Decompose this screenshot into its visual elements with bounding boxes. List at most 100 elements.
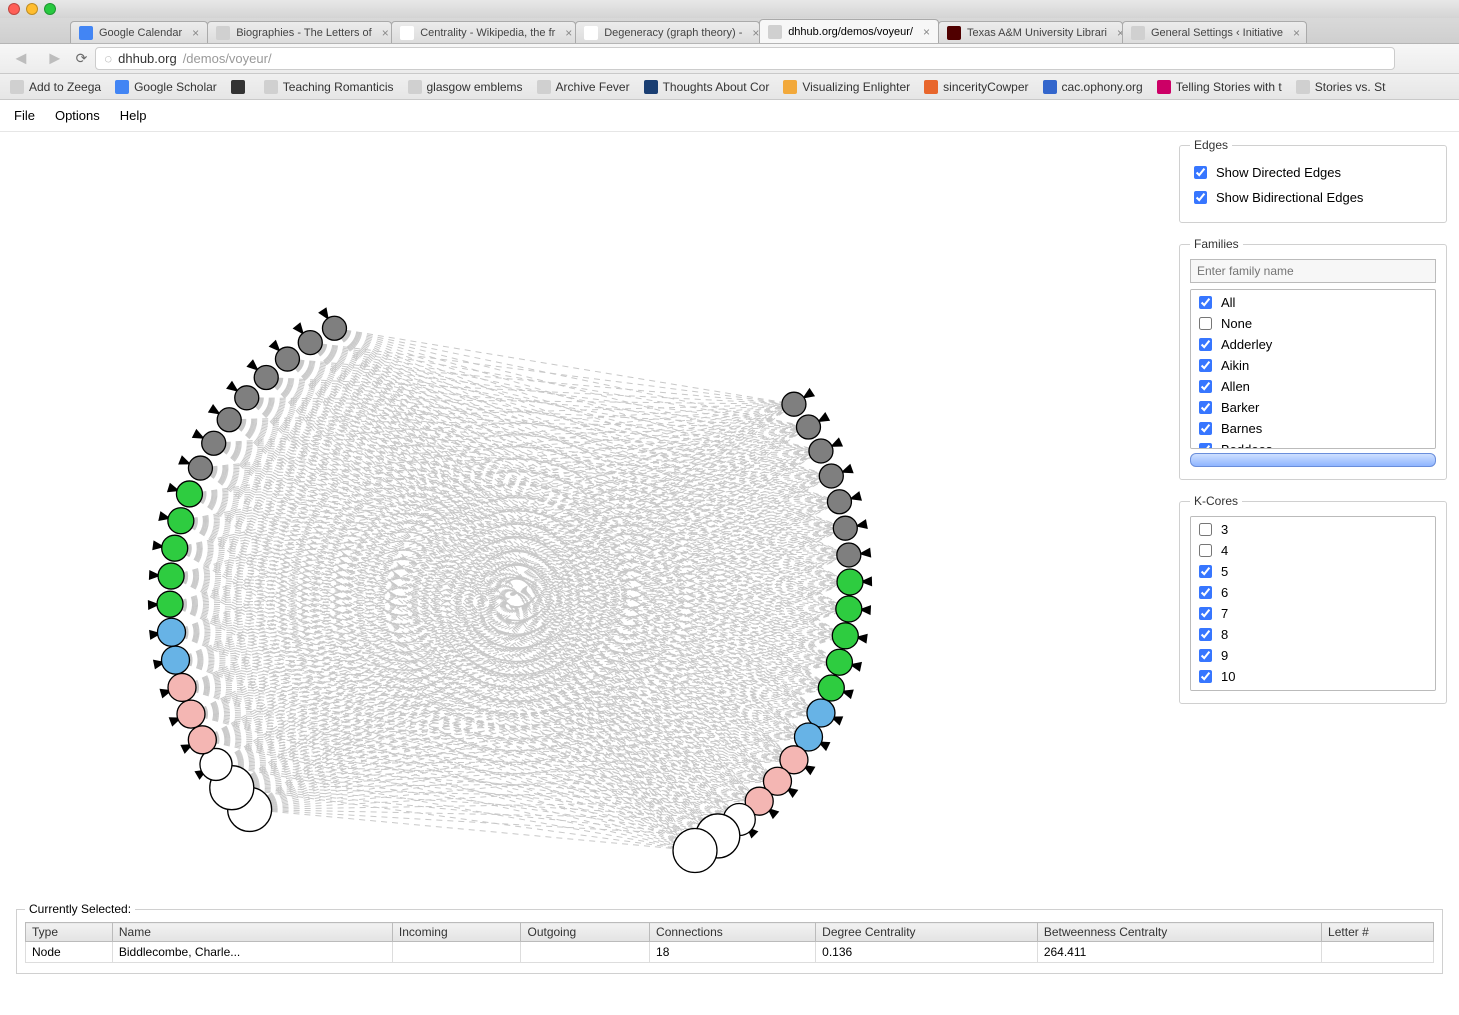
bookmark-item[interactable]: Telling Stories with t — [1157, 80, 1282, 94]
graph-node[interactable] — [832, 623, 858, 649]
selected-col-header[interactable]: Incoming — [392, 923, 521, 942]
graph-node[interactable] — [322, 316, 346, 340]
kcore-item[interactable]: 8 — [1195, 624, 1431, 645]
graph-node[interactable] — [837, 569, 863, 595]
checkbox[interactable] — [1199, 317, 1212, 330]
menu-item-file[interactable]: File — [14, 108, 35, 123]
browser-tab[interactable]: Centrality - Wikipedia, the fr× — [391, 21, 576, 43]
bookmark-item[interactable]: Stories vs. St — [1296, 80, 1386, 94]
browser-tab[interactable]: dhhub.org/demos/voyeur/× — [759, 19, 939, 43]
graph-node[interactable] — [673, 828, 717, 872]
graph-node[interactable] — [837, 543, 861, 567]
bookmark-item[interactable]: Archive Fever — [537, 80, 630, 94]
graph-node[interactable] — [836, 596, 862, 622]
bookmark-item[interactable] — [231, 80, 250, 94]
graph-node[interactable] — [176, 481, 202, 507]
family-item[interactable]: Barnes — [1195, 418, 1431, 439]
bookmark-item[interactable]: sincerityCowper — [924, 80, 1028, 94]
window-close-button[interactable] — [8, 3, 20, 15]
kcore-item[interactable]: 6 — [1195, 582, 1431, 603]
tab-close-icon[interactable]: × — [1293, 26, 1300, 40]
tab-close-icon[interactable]: × — [923, 25, 930, 39]
graph-node[interactable] — [161, 646, 189, 674]
graph-node[interactable] — [157, 591, 183, 617]
families-list[interactable]: AllNoneAdderleyAikinAllenBarkerBarnesBed… — [1190, 289, 1436, 449]
family-search-input[interactable] — [1190, 259, 1436, 283]
selected-col-header[interactable]: Letter # — [1322, 923, 1434, 942]
menu-item-options[interactable]: Options — [55, 108, 100, 123]
checkbox[interactable] — [1194, 166, 1207, 179]
browser-tab[interactable]: General Settings ‹ Initiative× — [1122, 21, 1307, 43]
family-item[interactable]: Aikin — [1195, 355, 1431, 376]
graph-node[interactable] — [809, 439, 833, 463]
checkbox[interactable] — [1199, 523, 1212, 536]
family-item[interactable]: Barker — [1195, 397, 1431, 418]
checkbox[interactable] — [1199, 586, 1212, 599]
family-item[interactable]: Adderley — [1195, 334, 1431, 355]
checkbox[interactable] — [1199, 443, 1212, 449]
graph-node[interactable] — [188, 726, 216, 754]
bookmark-item[interactable]: Visualizing Enlighter — [783, 80, 910, 94]
kcore-item[interactable]: 10 — [1195, 666, 1431, 687]
kcores-list[interactable]: 34567891011 — [1190, 516, 1436, 691]
reload-button[interactable]: ⟳ — [76, 50, 88, 67]
graph-node[interactable] — [254, 366, 278, 390]
family-item[interactable]: Allen — [1195, 376, 1431, 397]
bookmark-item[interactable]: glasgow emblems — [408, 80, 523, 94]
kcore-item[interactable]: 11 — [1195, 687, 1431, 691]
graph-node[interactable] — [157, 618, 185, 646]
edges-option[interactable]: Show Bidirectional Edges — [1190, 185, 1436, 210]
selected-col-header[interactable]: Degree Centrality — [816, 923, 1038, 942]
graph-node[interactable] — [217, 408, 241, 432]
selected-col-header[interactable]: Outgoing — [521, 923, 650, 942]
checkbox[interactable] — [1199, 338, 1212, 351]
checkbox[interactable] — [1199, 628, 1212, 641]
kcore-item[interactable]: 5 — [1195, 561, 1431, 582]
selected-col-header[interactable]: Connections — [650, 923, 816, 942]
back-button[interactable]: ◄ — [8, 48, 34, 69]
family-item[interactable]: All — [1195, 292, 1431, 313]
graph-node[interactable] — [177, 700, 205, 728]
bookmark-item[interactable]: Add to Zeega — [10, 80, 101, 94]
graph-node[interactable] — [782, 392, 806, 416]
window-zoom-button[interactable] — [44, 3, 56, 15]
kcore-item[interactable]: 9 — [1195, 645, 1431, 666]
checkbox[interactable] — [1199, 296, 1212, 309]
checkbox[interactable] — [1199, 565, 1212, 578]
tab-close-icon[interactable]: × — [192, 26, 199, 40]
graph-node[interactable] — [188, 456, 212, 480]
graph-node[interactable] — [168, 673, 196, 701]
kcore-item[interactable]: 3 — [1195, 519, 1431, 540]
browser-tab[interactable]: Google Calendar× — [70, 21, 208, 43]
checkbox[interactable] — [1199, 359, 1212, 372]
checkbox[interactable] — [1199, 401, 1212, 414]
browser-tab[interactable]: Degeneracy (graph theory) -× — [575, 21, 760, 43]
browser-tab[interactable]: Biographies - The Letters of× — [207, 21, 392, 43]
graph-node[interactable] — [819, 464, 843, 488]
graph-node[interactable] — [162, 535, 188, 561]
window-minimize-button[interactable] — [26, 3, 38, 15]
graph-node[interactable] — [275, 347, 299, 371]
graph-node[interactable] — [833, 516, 857, 540]
address-field[interactable]: ◌ dhhub.org/demos/voyeur/ — [95, 47, 1395, 70]
family-item[interactable]: Beddoes — [1195, 439, 1431, 449]
checkbox[interactable] — [1199, 422, 1212, 435]
bookmark-item[interactable]: Thoughts About Cor — [644, 80, 770, 94]
checkbox[interactable] — [1199, 544, 1212, 557]
family-item[interactable]: None — [1195, 313, 1431, 334]
checkbox[interactable] — [1199, 649, 1212, 662]
graph-node[interactable] — [826, 649, 852, 675]
tab-close-icon[interactable]: × — [382, 26, 389, 40]
checkbox[interactable] — [1194, 191, 1207, 204]
checkbox[interactable] — [1199, 670, 1212, 683]
graph-node[interactable] — [818, 675, 844, 701]
graph-node[interactable] — [827, 490, 851, 514]
checkbox[interactable] — [1199, 380, 1212, 393]
graph-node[interactable] — [235, 386, 259, 410]
bookmark-item[interactable]: cac.ophony.org — [1043, 80, 1143, 94]
graph-area[interactable] — [0, 132, 1179, 902]
graph-node[interactable] — [202, 431, 226, 455]
graph-node[interactable] — [168, 508, 194, 534]
menu-item-help[interactable]: Help — [120, 108, 147, 123]
tab-close-icon[interactable]: × — [565, 26, 572, 40]
